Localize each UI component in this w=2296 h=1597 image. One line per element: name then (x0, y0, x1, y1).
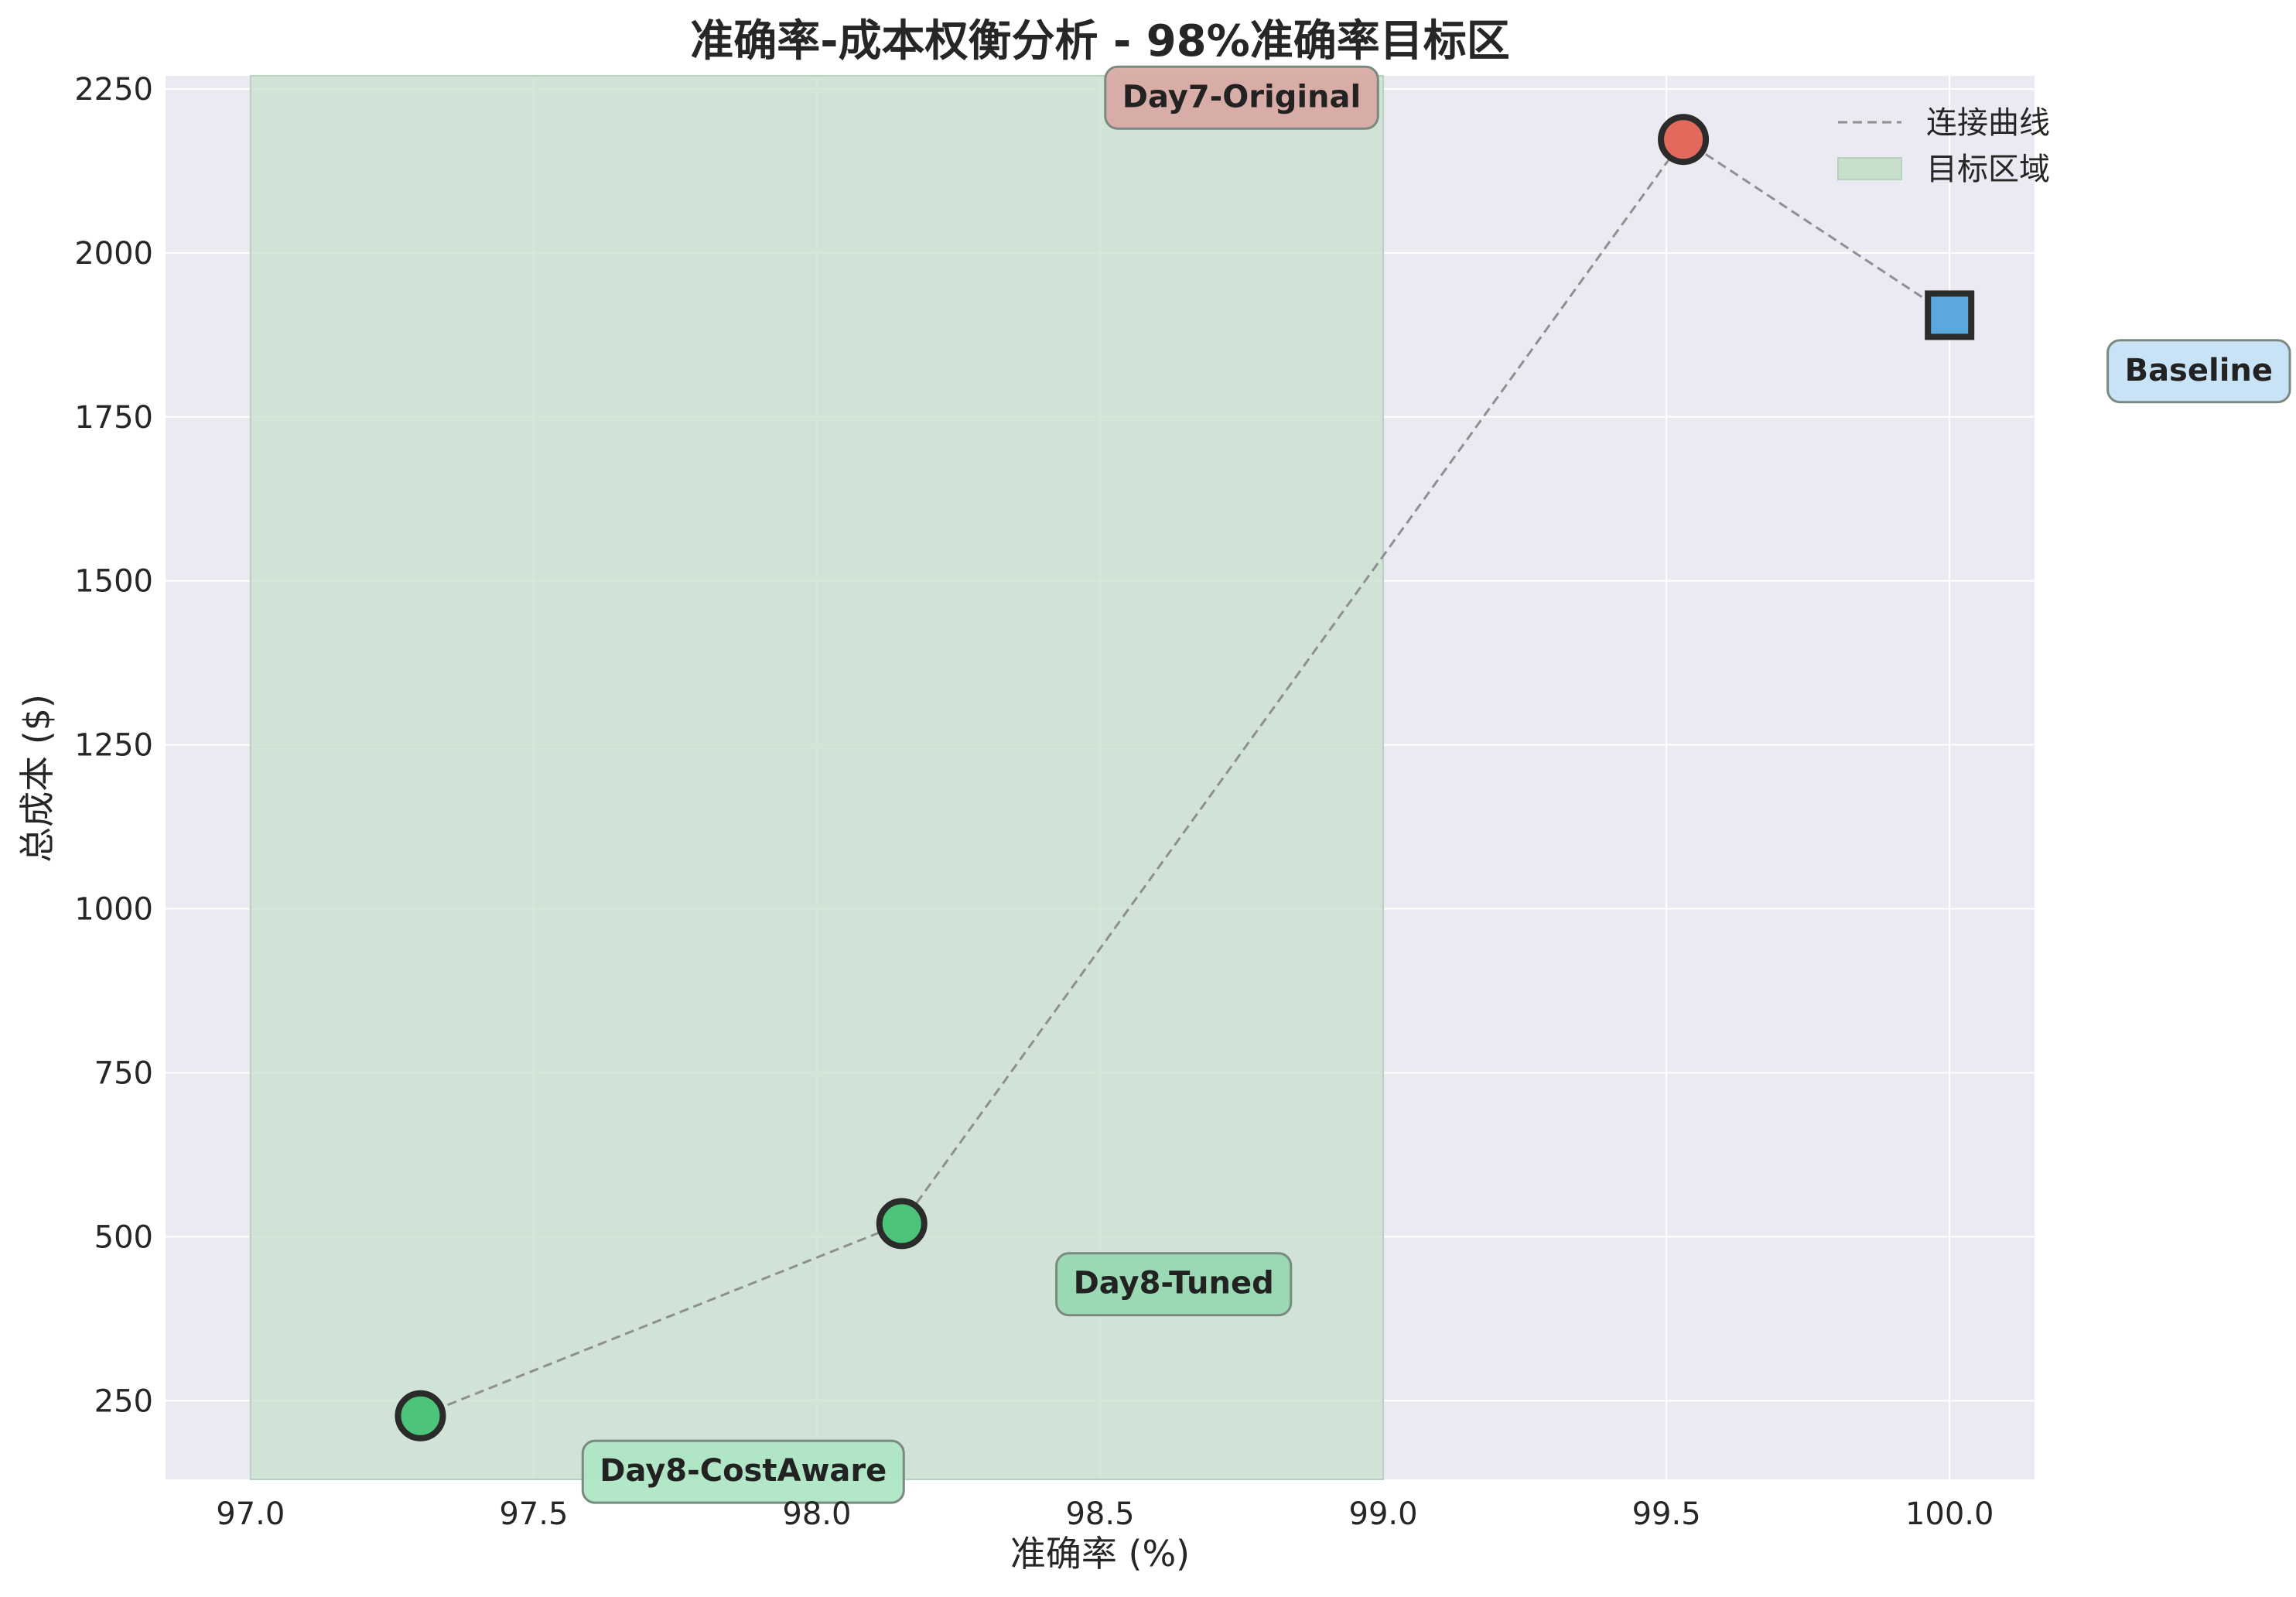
x-axis-title: 准确率 (%) (1010, 1533, 1190, 1575)
y-tick-label-6: 1750 (74, 400, 153, 436)
x-tick-label-6: 100.0 (1905, 1496, 1994, 1532)
y-axis-title: 总成本 ($) (16, 694, 58, 863)
y-tick-label-1: 500 (94, 1219, 153, 1255)
y-tick-label-4: 1250 (74, 728, 153, 764)
y-tick-label-2: 750 (94, 1055, 153, 1091)
x-tick-label-3: 98.5 (1065, 1496, 1134, 1532)
data-points (395, 114, 1975, 1441)
point-label-box-2 (1104, 65, 1379, 130)
point-label-3: Baseline (2106, 339, 2291, 404)
legend-zone-swatch (1837, 157, 1902, 180)
point-label-1: Day8-Tuned (1055, 1252, 1293, 1317)
data-point-0 (395, 1390, 446, 1441)
x-tick-label-2: 98.0 (782, 1496, 851, 1532)
point-label-text-1: Day8-Tuned (1074, 1266, 1274, 1301)
y-tick-label-5: 1500 (74, 564, 153, 600)
tick-labels: 97.0 97.5 98.0 98.5 99.0 99.5 100.0 250 500 750 10… (74, 72, 1994, 1532)
x-tick-label-5: 99.5 (1632, 1496, 1701, 1532)
connection-polyline (419, 138, 1951, 1417)
point-label-0: Day8-CostAware (581, 1439, 905, 1504)
y-tick-label-3: 1000 (74, 892, 153, 928)
point-label-box-0 (581, 1439, 905, 1504)
point-label-2: Day7-Original (1104, 65, 1379, 130)
point-label-box-3 (2106, 339, 2291, 404)
point-label-text-0: Day8-CostAware (600, 1453, 887, 1489)
target-zone-band (249, 75, 1385, 1480)
legend: 连接曲线 目标区域 (1837, 105, 2050, 187)
data-point-1 (876, 1198, 928, 1250)
point-labels: Day8-CostAware Day8-Tuned Day7-Original Bas… (581, 65, 2291, 1504)
chart-title: 准确率-成本权衡分析 - 98%准确率目标区 (690, 16, 1510, 67)
y-tick-label-8: 2250 (74, 72, 153, 108)
y-tick-label-0: 250 (94, 1383, 153, 1419)
data-point-3 (1925, 290, 1975, 340)
x-tick-label-1: 97.5 (499, 1496, 568, 1532)
point-label-text-2: Day7-Original (1122, 79, 1361, 115)
point-label-text-3: Baseline (2125, 353, 2273, 388)
x-tick-label-4: 99.0 (1349, 1496, 1418, 1532)
legend-label-line: 连接曲线 (1926, 105, 2050, 141)
data-point-2 (1658, 114, 1710, 166)
connection-line (419, 138, 1951, 1417)
target-zone (249, 75, 1385, 1480)
y-tick-label-7: 2000 (74, 236, 153, 272)
legend-label-zone: 目标区域 (1926, 152, 2050, 187)
x-tick-label-0: 97.0 (216, 1496, 285, 1532)
point-label-box-1 (1055, 1252, 1293, 1317)
